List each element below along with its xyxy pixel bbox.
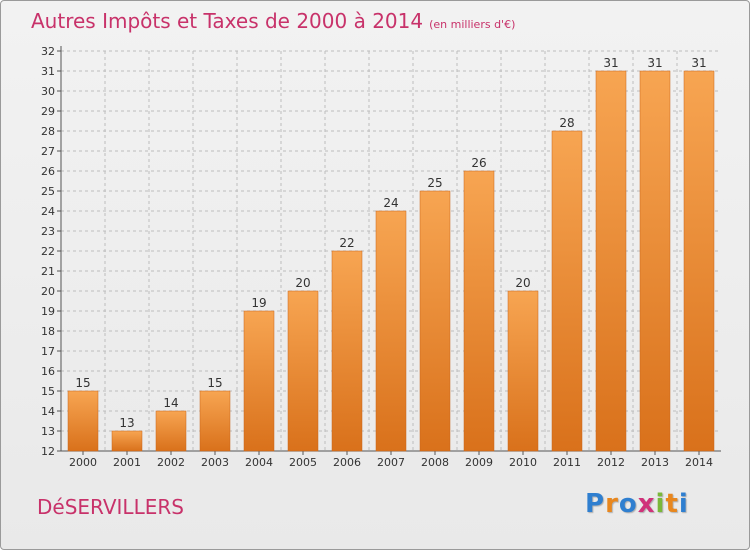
value-label-2003: 15 [207,376,222,390]
bar-2012 [595,70,627,452]
x-tick-label-2006: 2006 [333,456,361,469]
y-tick-label: 26 [41,165,55,178]
chart-subtitle: (en milliers d'€) [429,18,516,31]
x-tick-label-2009: 2009 [465,456,493,469]
bar-2002 [155,410,187,452]
bar-2003 [199,390,231,452]
y-tick-label: 30 [41,85,55,98]
y-tick-label: 13 [41,425,55,438]
value-label-2004: 19 [251,296,266,310]
bar-2014 [683,70,715,452]
y-tick-label: 29 [41,105,55,118]
value-label-2011: 28 [559,116,574,130]
bars [67,70,715,452]
bar-2010 [507,290,539,452]
x-tick-label-2011: 2011 [553,456,581,469]
value-label-2009: 26 [471,156,486,170]
value-label-2014: 31 [691,56,706,70]
x-tick-label-2000: 2000 [69,456,97,469]
x-tick-label-2005: 2005 [289,456,317,469]
y-tick-label: 14 [41,405,55,418]
y-tick-label: 19 [41,305,55,318]
value-label-2001: 13 [119,416,134,430]
y-tick-label: 32 [41,45,55,58]
logo-letter: P [585,489,606,519]
y-tick-label: 22 [41,245,55,258]
y-tick-label: 18 [41,325,55,338]
value-label-2007: 24 [383,196,398,210]
bar-2011 [551,130,583,452]
y-tick-label: 21 [41,265,55,278]
y-tick-label: 27 [41,145,55,158]
value-label-2005: 20 [295,276,310,290]
x-tick-label-2012: 2012 [597,456,625,469]
bar-2005 [287,290,319,452]
x-tick-label-2004: 2004 [245,456,273,469]
logo-letter: o [618,489,638,519]
bar-2001 [111,430,143,452]
bar-2009 [463,170,495,452]
x-tick-label-2002: 2002 [157,456,185,469]
bar-2000 [67,390,99,452]
y-tick-label: 31 [41,65,55,78]
logo-letter: t [665,489,679,519]
value-label-2013: 31 [647,56,662,70]
bar-2008 [419,190,451,452]
logo-letter: i [655,489,666,519]
x-tick-label-2010: 2010 [509,456,537,469]
labels: 12 13 14 15 16 17 18 19 20 21 22 23 24 25 26 27 28 29 30 31… [41,45,713,469]
value-label-2012: 31 [603,56,618,70]
value-label-2006: 22 [339,236,354,250]
y-tick-label: 28 [41,125,55,138]
chart-title-text: Autres Impôts et Taxes de 2000 à 2014 [31,9,424,33]
bar-2007 [375,210,407,452]
logo-letter: x [637,489,656,519]
x-tick-label-2008: 2008 [421,456,449,469]
logo-letter: i [678,489,689,519]
y-tick-label: 20 [41,285,55,298]
bar-2006 [331,250,363,452]
y-tick-label: 16 [41,365,55,378]
x-tick-label-2014: 2014 [685,456,713,469]
x-tick-label-2007: 2007 [377,456,405,469]
bar-2013 [639,70,671,452]
proxiti-logo: Proxiti [585,489,689,519]
y-tick-label: 23 [41,225,55,238]
x-tick-label-2013: 2013 [641,456,669,469]
y-tick-label: 25 [41,185,55,198]
value-label-2008: 25 [427,176,442,190]
value-label-2000: 15 [75,376,90,390]
y-tick-label: 24 [41,205,55,218]
place-name: DéSERVILLERS [37,495,184,519]
y-tick-label: 12 [41,445,55,458]
y-tick-label: 17 [41,345,55,358]
logo-letter: r [605,489,619,519]
x-tick-label-2003: 2003 [201,456,229,469]
chart-title: Autres Impôts et Taxes de 2000 à 2014 (en… [31,9,515,33]
value-label-2010: 20 [515,276,530,290]
y-tick-label: 15 [41,385,55,398]
value-label-2002: 14 [163,396,178,410]
bar-2004 [243,310,275,452]
x-tick-label-2001: 2001 [113,456,141,469]
